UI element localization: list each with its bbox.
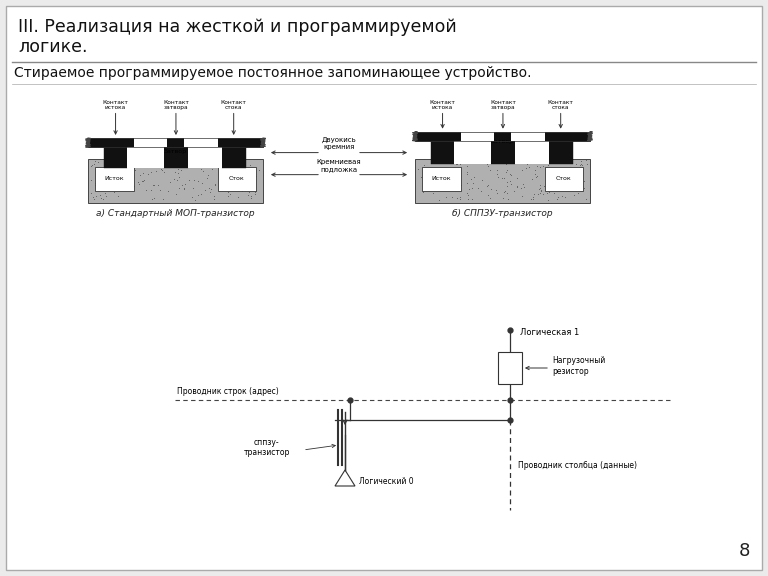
Text: Исток: Исток [432, 176, 451, 181]
Text: 8: 8 [739, 542, 750, 560]
Text: Кремниевая
подложка: Кремниевая подложка [316, 158, 361, 172]
Bar [491, 141, 515, 164]
Text: Нагрузочный
резистор: Нагрузочный резистор [552, 357, 605, 376]
Bar [184, 138, 217, 147]
Bar [549, 141, 572, 164]
Bar [147, 148, 204, 154]
Text: логике.: логике. [18, 38, 88, 56]
Bar [431, 141, 455, 164]
Bar [164, 147, 187, 168]
Bar [461, 131, 494, 141]
Bar [511, 131, 545, 141]
Bar [104, 147, 127, 168]
Bar [515, 141, 549, 164]
Bar [127, 147, 164, 168]
Bar [135, 142, 216, 159]
Text: Контакт
затвора: Контакт затвора [163, 100, 189, 111]
Text: а) Стандартный МОП-транзистор: а) Стандартный МОП-транзистор [96, 209, 255, 218]
Text: Стираемое программируемое постоянное запоминающее устройство.: Стираемое программируемое постоянное зап… [14, 66, 531, 80]
Bar [222, 147, 246, 168]
Bar [415, 159, 590, 203]
Text: сппзу-
транзистор: сппзу- транзистор [243, 438, 290, 457]
Bar [462, 136, 543, 159]
Text: б) СППЗУ-транзистор: б) СППЗУ-транзистор [452, 209, 553, 218]
Text: Контакт
стока: Контакт стока [220, 100, 247, 111]
Text: Затвор: Затвор [491, 139, 514, 144]
Bar [455, 141, 491, 164]
Text: Контакт
затвора: Контакт затвора [490, 100, 516, 111]
Text: Сток: Сток [229, 176, 245, 181]
Bar [422, 167, 461, 191]
Bar [474, 146, 531, 152]
Bar [498, 352, 522, 384]
Bar [474, 138, 531, 145]
Text: III. Реализация на жесткой и программируемой: III. Реализация на жесткой и программиру… [18, 18, 457, 36]
Text: Проводник строк (адрес): Проводник строк (адрес) [177, 387, 279, 396]
Text: Затвор: Затвор [164, 149, 187, 154]
Text: Двуокись
кремния: Двуокись кремния [322, 137, 356, 150]
Bar [88, 138, 263, 147]
Text: Логическая 1: Логическая 1 [520, 328, 579, 337]
Text: Контакт
стока: Контакт стока [548, 100, 574, 111]
Bar [134, 138, 167, 147]
Bar [95, 167, 134, 191]
Text: Исток: Исток [104, 176, 124, 181]
Text: Проводник столбца (данные): Проводник столбца (данные) [518, 460, 637, 469]
Text: Контакт
истока: Контакт истока [103, 100, 128, 111]
Bar [217, 167, 256, 191]
Text: Контакт
истока: Контакт истока [429, 100, 455, 111]
Bar [415, 131, 590, 141]
Bar [88, 159, 263, 203]
Text: Сток: Сток [556, 176, 571, 181]
Text: Логический 0: Логический 0 [359, 476, 414, 486]
Bar [545, 167, 583, 191]
Bar [187, 147, 222, 168]
